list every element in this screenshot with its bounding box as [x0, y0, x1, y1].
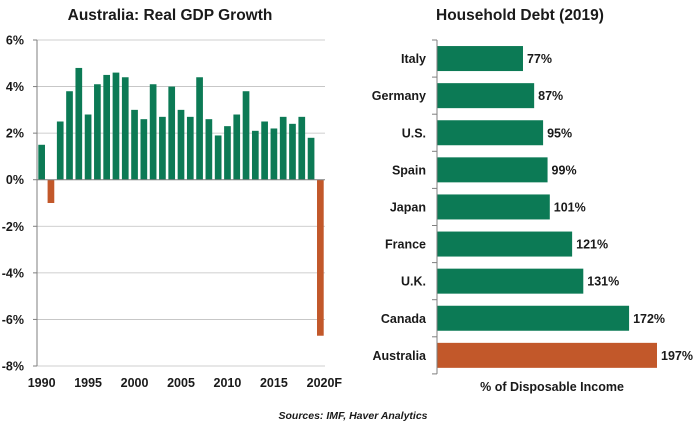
- gdp-x-tick-label: 1995: [74, 376, 102, 390]
- gdp-bar-2003: [159, 116, 166, 180]
- gdp-bars: [38, 67, 324, 336]
- gdp-bar-2011: [233, 114, 241, 180]
- debt-bar-france: [437, 231, 573, 257]
- gdp-y-tick-label: -2%: [2, 220, 24, 234]
- gdp-bar-2001: [140, 119, 148, 180]
- debt-value-label: 87%: [538, 89, 563, 103]
- gdp-bar-2000: [131, 109, 138, 180]
- gdp-bar-1991: [47, 179, 55, 203]
- gdp-bar-2014: [261, 121, 268, 180]
- debt-value-label: 121%: [576, 238, 608, 252]
- debt-category-label: Japan: [390, 200, 426, 214]
- gdp-bar-2007: [196, 77, 203, 180]
- debt-value-label: 172%: [633, 312, 665, 326]
- debt-bar-spain: [437, 157, 548, 183]
- debt-category-label: France: [385, 238, 426, 252]
- debt-value-label: 77%: [527, 52, 552, 66]
- gdp-bar-2018: [298, 116, 306, 180]
- gdp-y-tick-label: -4%: [2, 266, 24, 280]
- debt-value-label: 95%: [547, 126, 572, 140]
- gdp-bar-1990: [38, 144, 45, 180]
- gdp-bar-2015: [270, 128, 278, 180]
- gdp-chart-title: Australia: Real GDP Growth: [68, 7, 273, 24]
- gdp-growth-chart: Australia: Real GDP Growth 6% 4% 2% 0% -2% -4…: [2, 7, 343, 390]
- debt-category-label: Australia: [373, 349, 428, 363]
- debt-value-label: 197%: [661, 349, 693, 363]
- gdp-bar-2020: [317, 179, 324, 336]
- debt-category-labels: Italy Germany U.S. Spain Japan France U.K. Cana…: [372, 52, 427, 363]
- debt-chart-title: Household Debt (2019): [436, 7, 604, 24]
- gdp-bar-1998: [112, 72, 120, 180]
- debt-axis: [432, 39, 438, 375]
- debt-bar-italy: [437, 46, 523, 72]
- gdp-x-tick-label: 2010: [214, 376, 242, 390]
- debt-value-label: 101%: [554, 200, 586, 214]
- gdp-y-tick-label: 4%: [6, 80, 24, 94]
- debt-value-labels: 77% 87% 95% 99% 101% 121% 131% 172% 197%: [527, 52, 693, 363]
- debt-bar-germany: [437, 83, 535, 109]
- debt-x-axis-label: % of Disposable Income: [480, 380, 624, 394]
- gdp-bar-2004: [168, 86, 176, 180]
- gdp-bar-1992: [56, 121, 64, 180]
- gdp-x-tick-label: 2000: [121, 376, 149, 390]
- gdp-bar-2010: [224, 126, 231, 180]
- gdp-x-tick-label: 2020F: [307, 376, 343, 390]
- gdp-bar-2013: [251, 130, 259, 180]
- gdp-bar-2017: [289, 123, 296, 180]
- debt-bars: [437, 46, 657, 368]
- gdp-y-tick-label: -8%: [2, 360, 24, 374]
- source-note: Sources: IMF, Haver Analytics: [279, 410, 428, 422]
- gdp-bar-2006: [186, 116, 194, 180]
- debt-category-label: Germany: [372, 89, 426, 103]
- debt-value-label: 99%: [552, 163, 577, 177]
- gdp-x-tick-labels: 1990 1995 2000 2005 2010 2015 2020F: [28, 376, 343, 390]
- gdp-bar-1995: [84, 114, 92, 180]
- debt-bar-uk: [437, 268, 584, 294]
- gdp-y-tick-label: -6%: [2, 313, 24, 327]
- household-debt-chart: Household Debt (2019) Italy Germany U.S. Sp…: [372, 7, 693, 394]
- gdp-bar-1993: [66, 91, 73, 180]
- gdp-bar-2016: [279, 116, 287, 180]
- gdp-x-tick-label: 2015: [260, 376, 288, 390]
- gdp-bar-2008: [205, 119, 213, 180]
- gdp-bar-2005: [177, 109, 185, 180]
- gdp-bar-1999: [121, 77, 129, 180]
- gdp-x-tick-label: 2005: [167, 376, 195, 390]
- debt-category-label: U.S.: [402, 126, 426, 140]
- gdp-y-tick-label: 6%: [6, 34, 24, 48]
- gdp-bar-2019: [307, 137, 315, 180]
- debt-category-label: Spain: [392, 163, 426, 177]
- debt-category-label: U.K.: [401, 275, 426, 289]
- gdp-axes: [33, 39, 325, 367]
- gdp-x-tick-label: 1990: [28, 376, 56, 390]
- gdp-bar-2009: [214, 135, 222, 180]
- debt-bar-australia: [437, 342, 657, 368]
- debt-bar-japan: [437, 194, 550, 220]
- gdp-bar-2002: [149, 84, 157, 180]
- gdp-bar-1996: [94, 84, 101, 180]
- debt-category-label: Italy: [401, 52, 426, 66]
- debt-value-label: 131%: [587, 275, 619, 289]
- gdp-y-tick-label: 0%: [6, 173, 24, 187]
- gdp-bar-1997: [103, 74, 111, 180]
- gdp-bar-2012: [242, 91, 250, 180]
- debt-bar-canada: [437, 305, 630, 331]
- debt-bar-us: [437, 120, 544, 146]
- gdp-y-tick-label: 2%: [6, 127, 24, 141]
- gdp-bar-1994: [75, 67, 83, 180]
- debt-category-label: Canada: [381, 312, 427, 326]
- gdp-y-tick-labels: 6% 4% 2% 0% -2% -4% -6% -8%: [2, 34, 24, 374]
